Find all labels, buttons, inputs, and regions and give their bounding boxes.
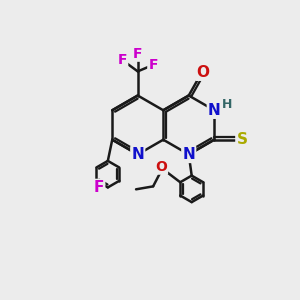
Text: S: S <box>236 132 247 147</box>
Text: F: F <box>118 53 127 67</box>
Text: O: O <box>155 160 167 174</box>
Text: N: N <box>208 103 220 118</box>
Text: F: F <box>94 180 104 195</box>
Text: F: F <box>133 47 142 61</box>
Text: F: F <box>148 58 158 72</box>
Text: N: N <box>131 147 144 162</box>
Text: N: N <box>182 147 195 162</box>
Text: O: O <box>196 65 209 80</box>
Text: H: H <box>221 98 232 111</box>
